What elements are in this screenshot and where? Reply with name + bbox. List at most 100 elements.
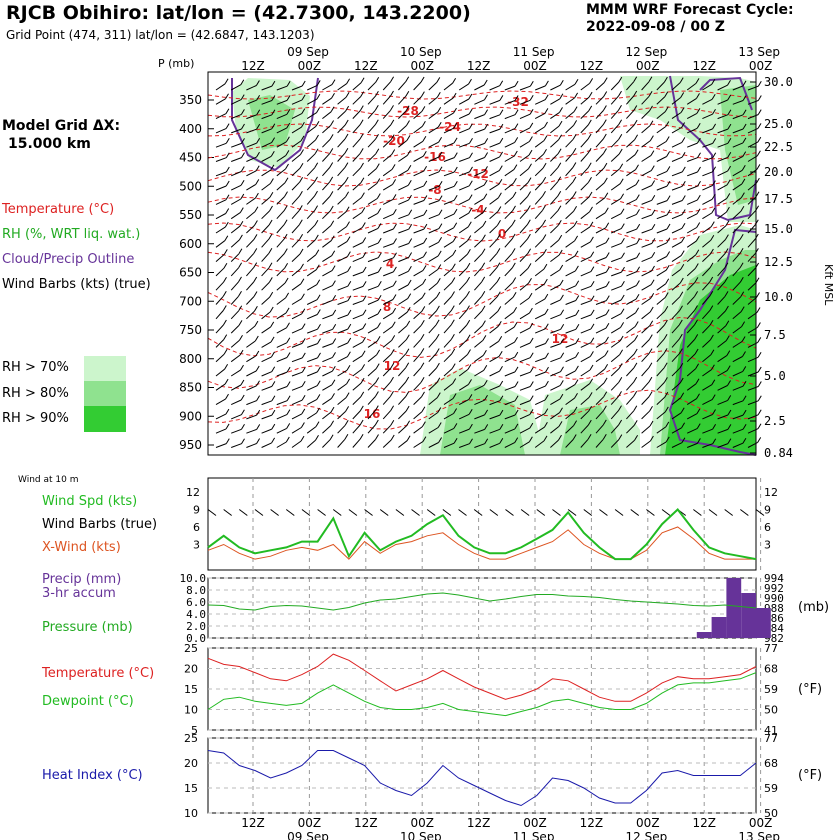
wind-barb-flag [573, 205, 578, 212]
sfc-wind-barb [630, 509, 640, 516]
wind-barb [428, 269, 439, 277]
wind-barb-flag [268, 233, 273, 240]
wind-barb [519, 154, 530, 162]
wind-barb [702, 369, 712, 377]
wind-barb-flag [558, 120, 563, 127]
wind-barb-flag [724, 291, 729, 297]
wind-barb-flag [498, 178, 503, 185]
wind-barb [656, 338, 665, 348]
wind-barb-flag [481, 305, 486, 312]
wind-barb-flag [345, 406, 350, 412]
wind-barb [550, 254, 560, 263]
wind-barb [489, 414, 501, 420]
wind-barb [246, 370, 257, 377]
wind-barb [428, 82, 438, 91]
wind-barb-flag [544, 380, 549, 387]
wind-barb [246, 385, 257, 391]
wind-barb [215, 171, 227, 177]
wind-barb-flag [225, 423, 230, 430]
wind-barb [215, 428, 227, 434]
wind-barb-flag [393, 252, 397, 259]
wind-barb [261, 169, 272, 177]
wind-barb [686, 353, 696, 363]
wind-barb [322, 439, 331, 448]
wind-barb-flag [711, 394, 716, 400]
wind-barb-flag [499, 95, 504, 101]
wind-barb [382, 198, 394, 205]
wind-barb-flag [374, 105, 379, 111]
wind-barb-flag [405, 376, 410, 383]
wind-barb [717, 267, 726, 277]
wind-barb-flag [315, 264, 320, 270]
wind-barb [686, 324, 695, 334]
wind-barb [352, 328, 364, 334]
wind-barb [337, 241, 348, 248]
wind-barb [641, 214, 653, 220]
wind-barb [702, 384, 713, 391]
temp-y-tick-f: 59 [764, 683, 778, 696]
grid-point-label: Grid Point (474, 311) lat/lon = (42.6847… [6, 28, 315, 42]
wind-barb-flag [696, 438, 701, 444]
wind-barb-flag [452, 393, 457, 399]
wind-barb [565, 411, 575, 420]
wind-barb-flag [452, 236, 457, 242]
wind-barb [306, 299, 318, 305]
wind-barb [626, 339, 636, 348]
wind-barb-flag [514, 109, 519, 115]
wind-barb [458, 339, 468, 348]
wind-barb-flag [575, 324, 580, 330]
wind-barb-flag [375, 76, 380, 83]
wind-barb [306, 412, 317, 420]
wind-barb-flag [756, 322, 761, 328]
wind-barb [276, 327, 287, 334]
wind-barb-flag [711, 180, 716, 186]
wind-barb [291, 253, 301, 262]
wind-barb [565, 111, 575, 119]
wind-barb-flag [408, 238, 413, 244]
bottom-time-date-label: 12 Sep [626, 830, 668, 840]
wind-barb [398, 440, 408, 448]
wind-barb-flag [574, 79, 579, 85]
wind-barb-flag [468, 123, 473, 129]
wind-barb-flag [390, 119, 395, 126]
wind-barb [474, 443, 485, 448]
wind-barb [504, 442, 515, 448]
wind-barb [428, 255, 439, 263]
wind-barb [611, 228, 622, 234]
wind-barb [656, 324, 665, 334]
wind-barb [337, 383, 347, 391]
wind-barb-flag [724, 276, 729, 283]
wind-barb-flag [619, 349, 624, 355]
isotherm-line [207, 222, 757, 242]
wind-barb [732, 100, 744, 105]
wind-barb-flag [359, 405, 364, 412]
wind-barb-flag [681, 137, 686, 143]
wind-barb-flag [740, 291, 745, 298]
wind-barb [671, 82, 681, 91]
wind-barb [230, 84, 242, 91]
wind-barb-flag [390, 362, 395, 369]
wind-barb-flag [512, 277, 517, 283]
wind-barb-flag [665, 421, 670, 428]
wind-barb [215, 310, 224, 320]
wind-barb [443, 282, 453, 291]
wind-barb-flag [271, 109, 276, 116]
wind-barb [443, 240, 454, 248]
wind-barb-flag [481, 234, 486, 241]
wind-barb-flag [452, 378, 457, 384]
legend-wind-spd: Wind Spd (kts) [42, 494, 138, 509]
wind-barb-flag [271, 351, 275, 358]
wind-barb [610, 396, 619, 405]
wind-barb-flag [392, 208, 397, 215]
wind-barb-flag [648, 362, 653, 368]
wind-barb-flag [224, 221, 229, 228]
wind-barb-flag [574, 379, 579, 385]
wind-barb [443, 324, 452, 334]
wind-barb-flag [253, 262, 258, 268]
wind-panel: 12 129 96 63 3 [186, 477, 778, 571]
wind-barb [337, 356, 348, 363]
top-time-tick-label: 00Z [523, 59, 547, 73]
wind-barb [230, 99, 242, 105]
wind-barb [519, 253, 528, 262]
wind-barb [428, 427, 439, 434]
